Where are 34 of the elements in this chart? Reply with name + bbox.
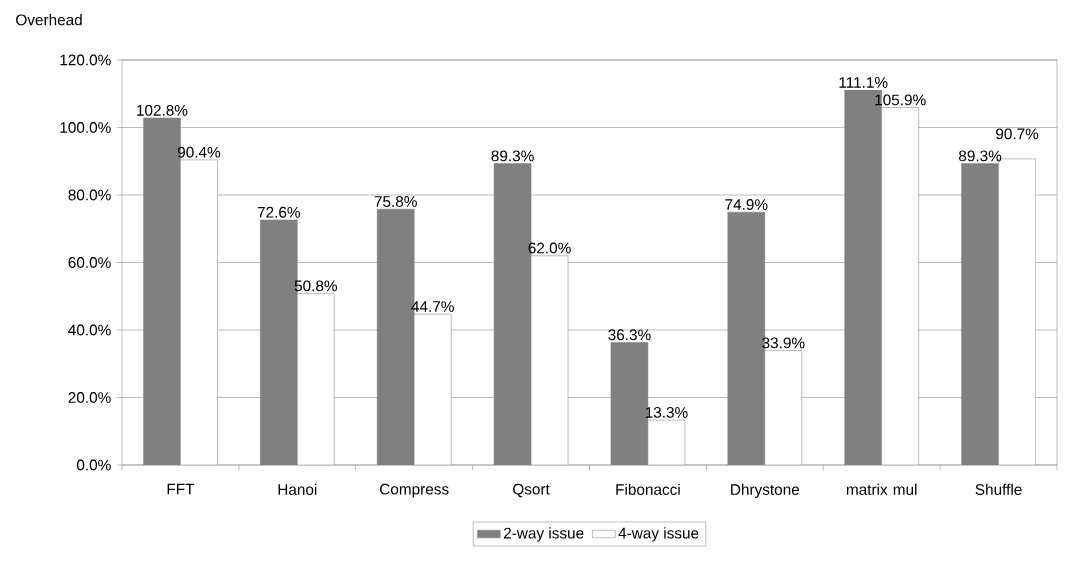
- x-tick-label: Dhrystone: [731, 483, 800, 498]
- y-tick-label: 40.0%: [68, 324, 111, 336]
- y-tick-label: 20.0%: [68, 392, 111, 403]
- data-label: 36.3%: [608, 329, 651, 341]
- y-tick-label: 60.0%: [68, 257, 111, 268]
- x-tick-label: Hanoi: [278, 483, 317, 495]
- data-label: 89.3%: [491, 150, 534, 162]
- data-label: 44.7%: [411, 301, 454, 312]
- data-label: 72.6%: [257, 206, 300, 218]
- y-axis-title: Overhead: [16, 14, 82, 26]
- x-tick-label: FFT: [167, 483, 195, 495]
- x-tick-label: Compress: [380, 483, 449, 498]
- data-label: 90.4%: [177, 146, 221, 158]
- data-label: 74.9%: [725, 199, 768, 210]
- data-label: 62.0%: [528, 242, 571, 254]
- y-tick-label: 0.0%: [76, 459, 111, 471]
- data-label: 89.3%: [959, 150, 1002, 162]
- data-label: 13.3%: [645, 406, 688, 418]
- data-label: 75.8%: [374, 196, 417, 207]
- y-tick-label: 100.0%: [60, 122, 111, 133]
- data-label: 90.7%: [996, 128, 1039, 140]
- x-tick-label: matrix mul: [846, 483, 917, 495]
- data-label: 102.8%: [137, 104, 188, 116]
- legend-label: 4-way issue: [618, 527, 699, 542]
- x-tick-label: Fibonacci: [616, 483, 680, 495]
- data-label: 111.1%: [839, 77, 888, 88]
- x-tick-label: Shuffle: [975, 483, 1022, 495]
- y-tick-label: 120.0%: [60, 54, 111, 66]
- legend-label: 2-way issue: [503, 527, 584, 542]
- data-label: 105.9%: [875, 94, 926, 106]
- data-label: 50.8%: [294, 280, 337, 292]
- x-tick-label: Qsort: [513, 483, 550, 498]
- y-tick-label: 80.0%: [68, 189, 111, 201]
- data-label: 33.9%: [762, 337, 805, 349]
